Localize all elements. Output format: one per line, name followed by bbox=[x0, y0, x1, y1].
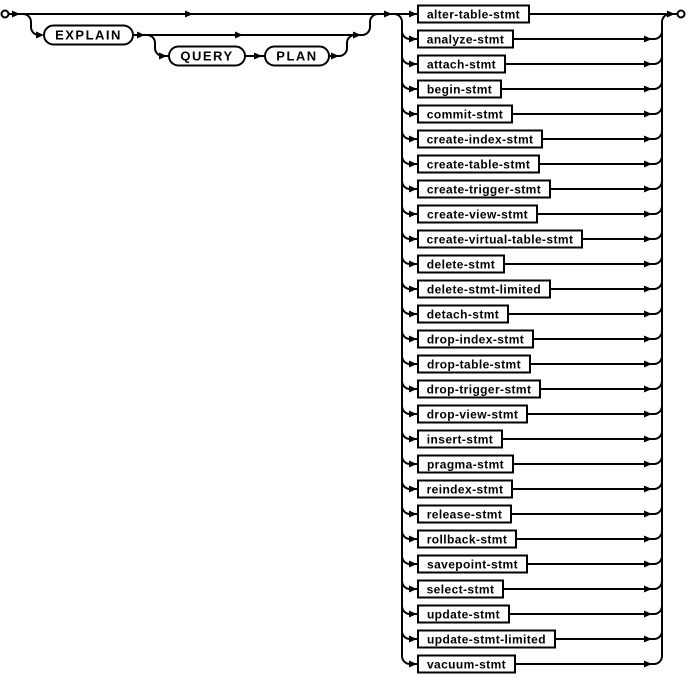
end-terminal bbox=[676, 9, 686, 19]
stmt-delete-stmt[interactable]: delete-stmt bbox=[417, 254, 505, 274]
stmt-pragma-stmt[interactable]: pragma-stmt bbox=[417, 454, 514, 474]
stmt-update-stmt-limited[interactable]: update-stmt-limited bbox=[417, 629, 556, 649]
stmt-label: create-index-stmt bbox=[427, 132, 534, 146]
keyword-pill bbox=[43, 24, 134, 46]
stmt-select-stmt[interactable]: select-stmt bbox=[417, 579, 504, 599]
stmt-insert-stmt[interactable]: insert-stmt bbox=[417, 429, 503, 449]
stmt-label: delete-stmt bbox=[427, 257, 495, 271]
stmt-create-index-stmt[interactable]: create-index-stmt bbox=[417, 129, 543, 149]
stmt-label: commit-stmt bbox=[427, 107, 503, 121]
stmt-label: create-view-stmt bbox=[427, 207, 528, 221]
stmt-label: create-virtual-table-stmt bbox=[427, 232, 574, 246]
stmt-release-stmt[interactable]: release-stmt bbox=[417, 504, 512, 524]
stmt-drop-table-stmt[interactable]: drop-table-stmt bbox=[417, 354, 531, 374]
stmt-label: drop-trigger-stmt bbox=[427, 382, 532, 396]
stmt-label: drop-index-stmt bbox=[427, 332, 524, 346]
stmt-label: vacuum-stmt bbox=[427, 657, 506, 671]
stmt-label: alter-table-stmt bbox=[427, 7, 520, 21]
stmt-label: begin-stmt bbox=[427, 82, 492, 96]
stmt-label: select-stmt bbox=[427, 582, 495, 596]
stmt-reindex-stmt[interactable]: reindex-stmt bbox=[417, 479, 513, 499]
keyword-pill bbox=[168, 45, 246, 67]
stmt-create-trigger-stmt[interactable]: create-trigger-stmt bbox=[417, 179, 551, 199]
stmt-label: release-stmt bbox=[427, 507, 503, 521]
stmt-label: create-table-stmt bbox=[427, 157, 531, 171]
keyword-label: PLAN bbox=[276, 49, 317, 64]
stmt-label: create-trigger-stmt bbox=[427, 182, 541, 196]
keyword-label: EXPLAIN bbox=[55, 28, 122, 43]
stmt-begin-stmt[interactable]: begin-stmt bbox=[417, 79, 502, 99]
stmt-label: update-stmt bbox=[427, 607, 500, 621]
stmt-drop-index-stmt[interactable]: drop-index-stmt bbox=[417, 329, 534, 349]
stmt-label: update-stmt-limited bbox=[427, 632, 546, 646]
keyword-query: QUERY bbox=[168, 45, 246, 67]
stmt-label: pragma-stmt bbox=[427, 457, 504, 471]
stmt-vacuum-stmt[interactable]: vacuum-stmt bbox=[417, 654, 516, 674]
stmt-alter-table-stmt[interactable]: alter-table-stmt bbox=[417, 4, 530, 24]
stmt-label: drop-view-stmt bbox=[427, 407, 519, 421]
stmt-label: delete-stmt-limited bbox=[427, 282, 541, 296]
keyword-label: QUERY bbox=[180, 49, 233, 64]
keyword-explain: EXPLAIN bbox=[43, 24, 134, 46]
stmt-rollback-stmt[interactable]: rollback-stmt bbox=[417, 529, 517, 549]
stmt-create-table-stmt[interactable]: create-table-stmt bbox=[417, 154, 540, 174]
stmt-drop-view-stmt[interactable]: drop-view-stmt bbox=[417, 404, 528, 424]
stmt-label: detach-stmt bbox=[427, 307, 499, 321]
stmt-update-stmt[interactable]: update-stmt bbox=[417, 604, 510, 624]
stmt-create-virtual-table-stmt[interactable]: create-virtual-table-stmt bbox=[417, 229, 583, 249]
stmt-create-view-stmt[interactable]: create-view-stmt bbox=[417, 204, 538, 224]
stmt-label: attach-stmt bbox=[427, 57, 496, 71]
stmt-label: analyze-stmt bbox=[427, 32, 505, 46]
stmt-analyze-stmt[interactable]: analyze-stmt bbox=[417, 29, 514, 49]
stmt-attach-stmt[interactable]: attach-stmt bbox=[417, 54, 506, 74]
stmt-detach-stmt[interactable]: detach-stmt bbox=[417, 304, 509, 324]
stmt-savepoint-stmt[interactable]: savepoint-stmt bbox=[417, 554, 528, 574]
start-terminal bbox=[0, 9, 10, 19]
stmt-label: insert-stmt bbox=[427, 432, 493, 446]
stmt-delete-stmt-limited[interactable]: delete-stmt-limited bbox=[417, 279, 551, 299]
stmt-drop-trigger-stmt[interactable]: drop-trigger-stmt bbox=[417, 379, 541, 399]
stmt-label: drop-table-stmt bbox=[427, 357, 521, 371]
stmt-label: savepoint-stmt bbox=[427, 557, 518, 571]
stmt-commit-stmt[interactable]: commit-stmt bbox=[417, 104, 513, 124]
stmt-label: reindex-stmt bbox=[427, 482, 504, 496]
keyword-plan: PLAN bbox=[264, 45, 330, 67]
connector-lines bbox=[8, 13, 677, 665]
keyword-pill bbox=[264, 45, 330, 67]
stmt-label: rollback-stmt bbox=[427, 532, 508, 546]
